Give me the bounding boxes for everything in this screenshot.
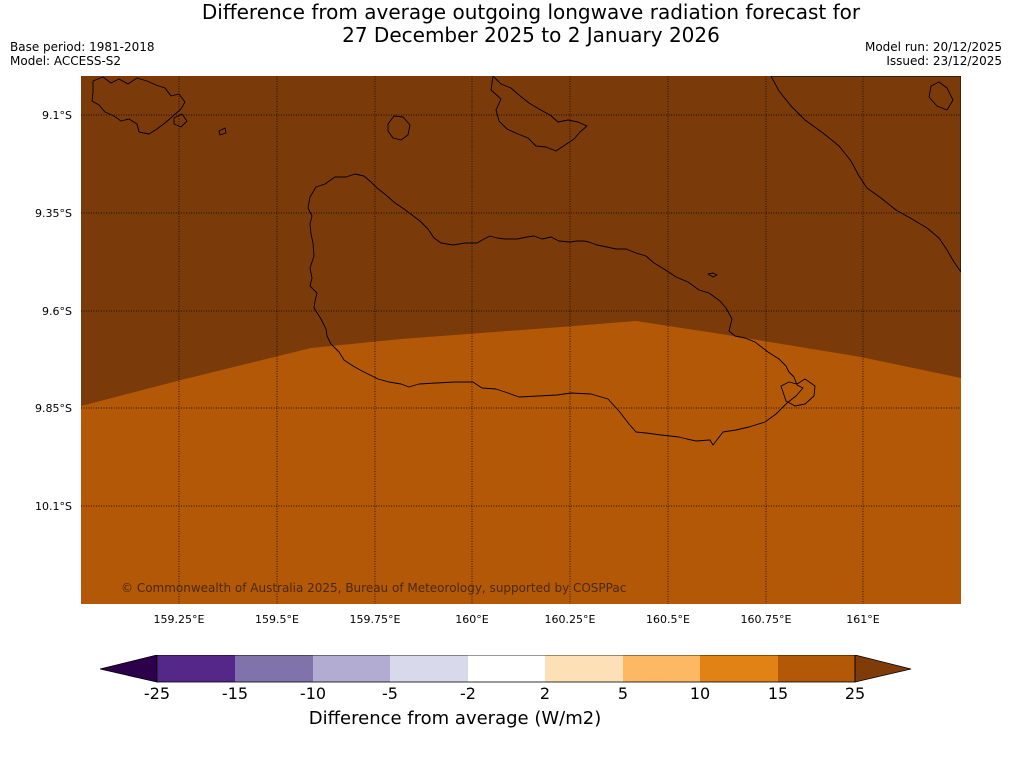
colorbar-tick-label: 10 [689,684,711,703]
meta-left: Base period: 1981-2018 Model: ACCESS-S2 [10,40,155,68]
base-period: Base period: 1981-2018 [10,40,155,54]
colorbar [99,654,912,687]
lon-label-160-75: 160.75°E [740,613,792,626]
lat-label-9-1: 9.1°S [42,109,72,122]
lon-label-160: 160°E [455,613,489,626]
chart-title: Difference from average outgoing longwav… [0,1,1011,47]
coastlines [91,76,961,446]
colorbar-segment-5 [468,655,545,682]
coastline-florida-islands [91,76,186,135]
colorbar-tick-label: -10 [299,684,327,703]
colorbar-tick-label: -15 [221,684,249,703]
lat-label-10-1: 10.1°S [35,500,72,513]
colorbar-arrow-low [99,654,158,683]
colorbar-title: Difference from average (W/m2) [308,708,602,729]
colorbar-arrow-high [854,654,912,683]
colorbar-segment-1 [157,655,235,682]
lon-label-160-25: 160.25°E [544,613,596,626]
coastline-northeast-islets [928,81,954,111]
model-name: Model: ACCESS-S2 [10,54,122,68]
map-gridlines [81,76,961,604]
title-line-2: 27 December 2025 to 2 January 2026 [342,23,720,47]
coastline-ngella-north [490,76,588,152]
coastline-small-islet [707,272,718,278]
map-panel: © Commonwealth of Australia 2025, Bureau… [81,76,961,604]
title-line-1: Difference from average outgoing longwav… [201,0,861,24]
colorbar-segment-7 [623,655,700,682]
coastline-florida-islet-a [173,113,188,128]
coastline-malaita [770,76,961,273]
anomaly-region-south [81,321,961,604]
colorbar-tick-label: 15 [767,684,789,703]
lon-label-159-75: 159.75°E [349,613,401,626]
coastline-savo-island [387,115,411,141]
colorbar-segment-6 [545,655,623,682]
lat-label-9-85: 9.85°S [35,402,72,415]
lat-label-9-6: 9.6°S [42,305,72,318]
colorbar-segment-3 [313,655,390,682]
colorbar-tick-label: 25 [844,684,866,703]
colorbar-tick-label: 2 [539,684,551,703]
issued-date: Issued: 23/12/2025 [886,54,1002,68]
coastline-guadalcanal [307,173,804,446]
colorbar-tick-label: -25 [143,684,171,703]
lat-label-9-35: 9.35°S [35,207,72,220]
lon-label-159-25: 159.25°E [153,613,205,626]
coastline-florida-islet-b [218,127,227,136]
colorbar-svg [99,654,912,683]
colorbar-tick-label: -2 [460,684,476,703]
lon-label-160-5: 160.5°E [646,613,690,626]
colorbar-tick-label: -5 [382,684,398,703]
copyright-notice: © Commonwealth of Australia 2025, Bureau… [121,581,626,595]
lon-label-161: 161°E [846,613,880,626]
colorbar-segment-4 [390,655,468,682]
lon-label-159-5: 159.5°E [255,613,299,626]
colorbar-segment-2 [235,655,313,682]
colorbar-segment-8 [700,655,778,682]
map-svg: © Commonwealth of Australia 2025, Bureau… [81,76,961,604]
coastline-east-islets [780,378,816,407]
meta-right: Model run: 20/12/2025 Issued: 23/12/2025 [865,40,1002,68]
colorbar-tick-label: 5 [617,684,629,703]
colorbar-segment-9 [778,655,855,682]
model-run: Model run: 20/12/2025 [864,40,1002,54]
colorbar-outline [156,654,856,683]
